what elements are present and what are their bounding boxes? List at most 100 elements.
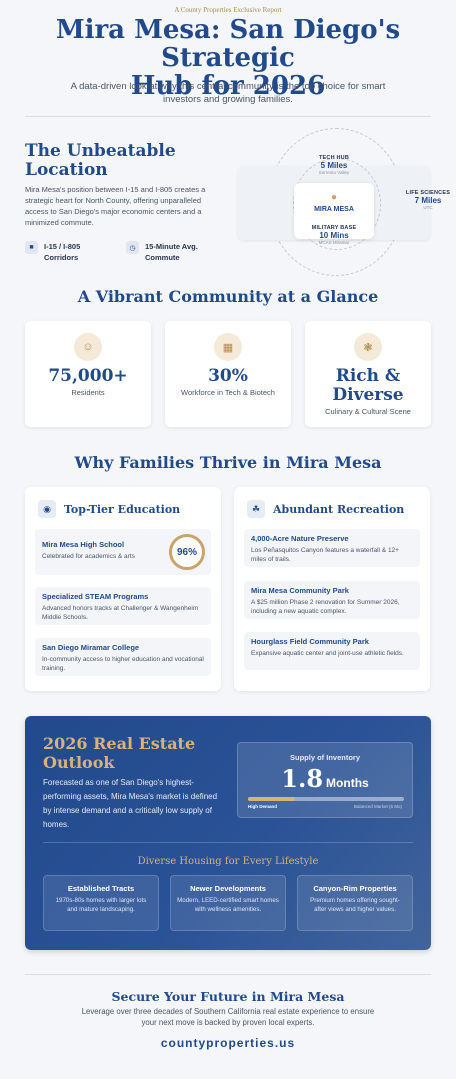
tech-hub-area: Sorrento Valley <box>318 170 350 175</box>
inventory-box: Supply of Inventory 1.8 Months High Deman… <box>237 742 413 818</box>
map-tech-hub: TECH HUB 5 Miles Sorrento Valley <box>300 155 368 175</box>
housing-card-desc: Premium homes offering sought-after view… <box>310 897 400 913</box>
community-title: A Vibrant Community at a Glance <box>77 287 379 306</box>
housing-card-title: Canyon-Rim Properties <box>313 884 397 893</box>
list-item: 4,000-Acre Nature Preserve Los Peñasquit… <box>244 529 420 567</box>
housing-title: Diverse Housing for Every Lifestyle <box>137 856 319 867</box>
military-base-label: MILITARY BASE <box>311 225 357 231</box>
clock-icon: ◷ <box>126 241 139 254</box>
education-heading: ◉ Top-Tier Education <box>38 500 180 518</box>
item-desc: Expansive aquatic center and joint-use a… <box>251 650 404 657</box>
list-item: Mira Mesa High School Celebrated for aca… <box>35 529 211 575</box>
leaf-icon: ☘ <box>247 500 265 518</box>
inventory-number: 1.8 <box>281 764 324 793</box>
item-title: Mira Mesa Community Park <box>251 586 349 595</box>
stat-workforce-label: Workforce in Tech & Biotech <box>181 388 275 397</box>
recreation-heading-text: Abundant Recreation <box>273 502 405 516</box>
cta-title: Secure Your Future in Mira Mesa <box>111 989 345 1004</box>
map-military-base: MILITARY BASE 10 Mins MCAS Miramar <box>298 225 370 245</box>
housing-card: Newer Developments Modern, LEED-certifie… <box>170 875 286 931</box>
housing-card-desc: Modern, LEED-certified smart homes with … <box>177 897 279 913</box>
feature-commute: ◷ 15-Minute Avg. Commute <box>126 241 217 263</box>
location-title: The Unbeatable Location <box>25 141 176 180</box>
inventory-bar-fill <box>248 797 295 801</box>
stat-workforce-value: 30% <box>208 366 248 386</box>
recreation-heading: ☘ Abundant Recreation <box>247 500 404 518</box>
item-desc: Los Peñasquitos Canyon features a waterf… <box>251 547 399 563</box>
list-item: Hourglass Field Community Park Expansive… <box>244 632 420 670</box>
life-sciences-area: UTC <box>423 205 433 210</box>
outlook-divider <box>43 842 413 843</box>
map-center-node: ● MIRA MESA <box>294 183 374 239</box>
score-ring: 96% <box>169 534 205 570</box>
map-center-label: MIRA MESA <box>314 206 354 213</box>
stat-culture-label: Culinary & Cultural Scene <box>325 407 411 416</box>
stat-card-workforce: ▦ 30% Workforce in Tech & Biotech <box>165 321 291 427</box>
item-title: San Diego Miramar College <box>42 643 140 652</box>
stat-card-culture: ❃ Rich & Diverse Culinary & Cultural Sce… <box>305 321 431 427</box>
housing-card: Canyon-Rim Properties Premium homes offe… <box>297 875 413 931</box>
military-base-area: MCAS Miramar <box>318 240 350 245</box>
item-title: Hourglass Field Community Park <box>251 637 369 646</box>
list-item: San Diego Miramar College In-community a… <box>35 638 211 676</box>
page-subtitle: A data-driven look at why this central c… <box>70 81 386 105</box>
divider <box>25 974 431 975</box>
list-item: Mira Mesa Community Park A $25 million P… <box>244 581 420 619</box>
education-card: ◉ Top-Tier Education Mira Mesa High Scho… <box>25 487 221 691</box>
map-life-sciences: LIFE SCIENCES 7 Miles UTC <box>400 190 456 210</box>
chip-icon: ▦ <box>214 333 242 361</box>
map-inner-ring <box>293 158 381 250</box>
stat-culture-value-1: Rich & <box>335 366 401 386</box>
item-title: 4,000-Acre Nature Preserve <box>251 534 349 543</box>
road-icon: ■ <box>25 241 38 254</box>
housing-card-title: Newer Developments <box>190 884 266 893</box>
item-desc: A $25 million Phase 2 renovation for Sum… <box>251 599 400 615</box>
website-link[interactable]: countyproperties.us <box>160 1036 296 1050</box>
outlook-body: Forecasted as one of San Diego's highest… <box>43 778 218 829</box>
divider <box>25 116 431 117</box>
location-body: Mira Mesa's position between I-15 and I-… <box>25 185 206 227</box>
tech-hub-label: TECH HUB <box>318 155 350 161</box>
feature-commute-label: 15-Minute Avg. Commute <box>145 242 198 262</box>
item-desc: Celebrated for academics & arts <box>42 553 135 560</box>
military-base-distance: 10 Mins <box>319 231 349 240</box>
list-item: Specialized STEAM Programs Advanced hono… <box>35 587 211 625</box>
title-line-2: Hub for 2026 <box>130 71 326 101</box>
inventory-label: Supply of Inventory <box>289 753 360 762</box>
inventory-value: 1.8 Months <box>238 764 412 793</box>
inventory-right-label: Balanced Market (6 Mo) <box>353 804 402 809</box>
stat-residents-value: 75,000+ <box>48 366 128 386</box>
page-title: Mira Mesa: San Diego's Strategic Hub for… <box>0 16 456 100</box>
title-line-1: Mira Mesa: San Diego's Strategic <box>55 15 401 73</box>
people-icon: ☺ <box>74 333 102 361</box>
feature-corridors-label: I-15 / I-805 Corridors <box>44 242 81 262</box>
inventory-unit: Months <box>326 776 369 790</box>
inventory-bar <box>248 797 404 801</box>
housing-card: Established Tracts 1970s-80s homes with … <box>43 875 159 931</box>
education-heading-text: Top-Tier Education <box>64 502 181 516</box>
recreation-card: ☘ Abundant Recreation 4,000-Acre Nature … <box>234 487 430 691</box>
item-desc: In-community access to higher education … <box>42 656 204 672</box>
housing-card-title: Established Tracts <box>67 884 135 893</box>
stat-residents-label: Residents <box>71 388 105 397</box>
item-title: Specialized STEAM Programs <box>42 592 149 601</box>
life-sciences-label: LIFE SCIENCES <box>405 190 451 196</box>
item-desc: Advanced honors tracks at Challenger & W… <box>42 605 199 621</box>
item-title: Mira Mesa High School <box>42 540 125 549</box>
housing-card-desc: 1970s-80s homes with larger lots and mat… <box>55 897 147 913</box>
inventory-left-label: High Demand <box>248 804 278 809</box>
outlook-title: 2026 Real Estate Outlook <box>43 734 196 772</box>
families-title: Why Families Thrive in Mira Mesa <box>74 453 382 472</box>
life-sciences-distance: 7 Miles <box>414 196 442 205</box>
stat-culture-value-2: Diverse <box>332 385 404 405</box>
pin-icon: ● <box>330 192 338 203</box>
outlook-panel: 2026 Real Estate Outlook Forecasted as o… <box>25 716 431 950</box>
cta-body: Leverage over three decades of Southern … <box>81 1007 375 1027</box>
stat-card-residents: ☺ 75,000+ Residents <box>25 321 151 427</box>
feature-corridors: ■ I-15 / I-805 Corridors <box>25 241 104 263</box>
school-icon: ◉ <box>38 500 56 518</box>
tech-hub-distance: 5 Miles <box>320 161 348 170</box>
dining-icon: ❃ <box>354 333 382 361</box>
report-tag: A County Properties Exclusive Report <box>174 6 282 14</box>
